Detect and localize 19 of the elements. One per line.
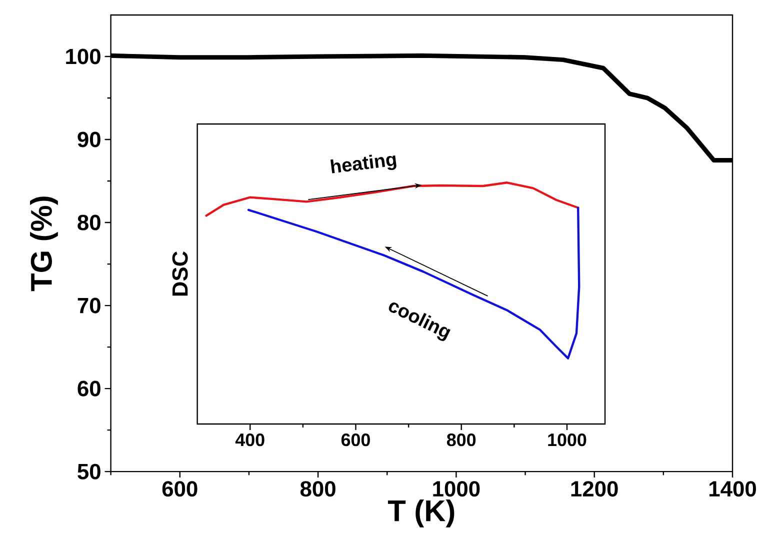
y-tick-label: 60 bbox=[78, 380, 100, 396]
x-tick-label: 400 bbox=[235, 433, 264, 446]
x-tick-label: 1400 bbox=[710, 481, 756, 497]
x-axis-title: T (K) bbox=[388, 499, 454, 528]
y-tick-label: 90 bbox=[78, 132, 100, 148]
y-axis-title: DSC bbox=[172, 251, 188, 296]
y-tick-label: 50 bbox=[78, 464, 100, 480]
y-axis-title: TG (%) bbox=[30, 196, 58, 292]
annotation: heating bbox=[330, 154, 396, 174]
x-tick-label: 800 bbox=[300, 481, 336, 497]
x-tick-label: 600 bbox=[162, 481, 198, 497]
x-tick-label: 1200 bbox=[571, 481, 618, 497]
y-tick-label: 100 bbox=[66, 48, 100, 64]
y-tick-label: 80 bbox=[78, 214, 100, 230]
x-tick-label: 1000 bbox=[433, 481, 480, 497]
x-tick-label: 1000 bbox=[548, 433, 586, 446]
x-tick-label: 800 bbox=[446, 433, 476, 446]
y-tick-label: 70 bbox=[78, 298, 100, 314]
x-tick-label: 600 bbox=[341, 433, 370, 446]
